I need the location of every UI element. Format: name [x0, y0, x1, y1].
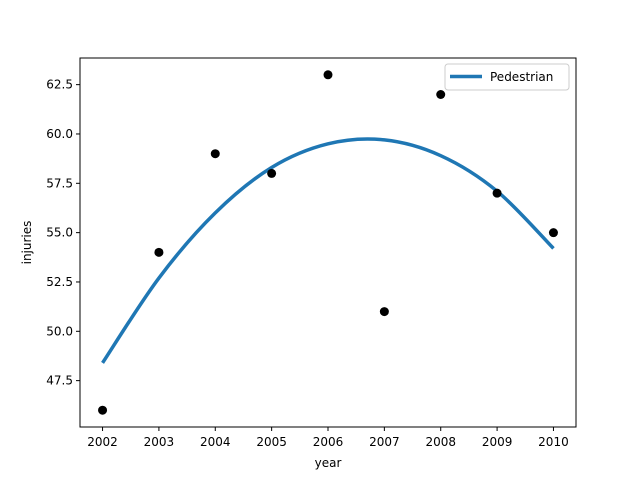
x-tick-label: 2005: [256, 435, 287, 449]
data-point: [210, 149, 220, 159]
y-axis-label: injuries: [20, 221, 34, 265]
x-tick-label: 2004: [200, 435, 231, 449]
y-tick-label: 60.0: [46, 127, 73, 141]
data-point: [267, 168, 277, 178]
y-tick-label: 57.5: [46, 176, 73, 190]
legend: Pedestrian: [444, 63, 570, 91]
x-axis-label: year: [315, 456, 342, 470]
series-line-pedestrian: [101, 137, 555, 364]
x-tick-label: 2007: [369, 435, 400, 449]
data-point: [323, 70, 333, 80]
data-point: [492, 188, 502, 198]
data-point: [154, 247, 164, 257]
x-tick-label: 2010: [538, 435, 569, 449]
legend-box: [444, 63, 570, 91]
y-axis-ticks: 47.5 50.0 52.5 55.0 57.5 60.0 62.5: [46, 78, 80, 388]
fit-layer: [101, 137, 555, 364]
y-tick-label: 47.5: [46, 374, 73, 388]
y-tick-label: 52.5: [46, 275, 73, 289]
x-axis-ticks: 2002 2003 2004 2005 2006 2007 2008 2009 2010: [87, 427, 569, 449]
x-tick-label: 2009: [482, 435, 513, 449]
x-tick-label: 2006: [313, 435, 344, 449]
y-tick-label: 62.5: [46, 78, 73, 92]
data-point: [548, 228, 558, 238]
y-tick-label: 50.0: [46, 324, 73, 338]
legend-label-pedestrian: Pedestrian: [490, 70, 553, 84]
points-layer: [98, 70, 558, 415]
plot-background: [80, 58, 576, 427]
data-point: [436, 90, 446, 100]
x-tick-label: 2008: [425, 435, 456, 449]
y-tick-label: 55.0: [46, 226, 73, 240]
data-point: [379, 307, 389, 317]
x-tick-label: 2003: [144, 435, 175, 449]
x-tick-label: 2002: [87, 435, 118, 449]
data-point: [98, 405, 108, 415]
